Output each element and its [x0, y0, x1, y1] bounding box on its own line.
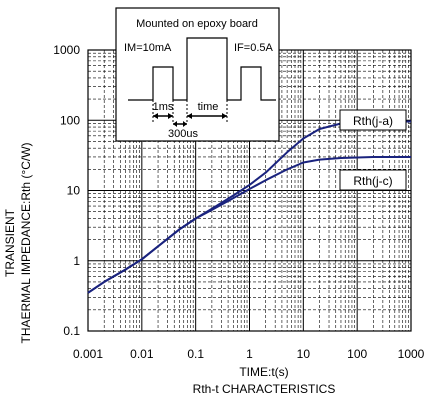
- inset-if-label: IF=0.5A: [234, 42, 273, 54]
- chart-title: Rth-t CHARACTERISTICS: [193, 382, 336, 396]
- x-tick-label: 0.1: [187, 347, 204, 361]
- x-tick-label: 1: [246, 347, 253, 361]
- inset-title: Mounted on epoxy board: [136, 18, 258, 30]
- pulse-waveform: [128, 37, 276, 101]
- y-axis-label-line2: THAERMAL IMPEDANCE:Rth (°C/W): [19, 142, 33, 343]
- x-tick-label: 0.001: [73, 347, 103, 361]
- legend-rth-ja: Rth(j-a): [339, 109, 407, 131]
- inset-300us-label: 300us: [168, 128, 198, 140]
- x-tick-label: 1000: [398, 347, 425, 361]
- inset-frame: [115, 7, 280, 142]
- inset-im-label: IM=10mA: [124, 42, 172, 54]
- inset-1ms-label: 1ms: [153, 101, 174, 113]
- y-tick-label: 1: [73, 254, 80, 268]
- legend-label-rth-ja: Rth(j-a): [353, 114, 393, 128]
- x-tick-label: 0.01: [130, 347, 154, 361]
- y-tick-label: 100: [60, 113, 80, 127]
- series-line-rth-jc: [87, 156, 411, 294]
- y-tick-label: 0.1: [63, 324, 80, 338]
- y-tick-labels: 0.1 1 10 100 1000: [53, 43, 80, 338]
- x-tick-label: 10: [297, 347, 311, 361]
- legend-label-rth-jc: Rth(j-c): [353, 174, 392, 188]
- x-tick-label: 100: [347, 347, 367, 361]
- y-axis-label-line1: TRANSIENT: [3, 208, 17, 277]
- x-axis-label: TIME:t(s): [239, 365, 288, 379]
- legend-rth-jc: Rth(j-c): [339, 169, 407, 191]
- y-tick-label: 1000: [53, 43, 80, 57]
- y-tick-label: 10: [67, 184, 81, 198]
- inset-time-label: time: [198, 101, 219, 113]
- x-tick-labels: 0.001 0.01 0.1 1 10 100 1000: [73, 347, 425, 361]
- measurement-inset: Mounted on epoxy board IM=10mA IF=0.5A 1…: [115, 7, 280, 142]
